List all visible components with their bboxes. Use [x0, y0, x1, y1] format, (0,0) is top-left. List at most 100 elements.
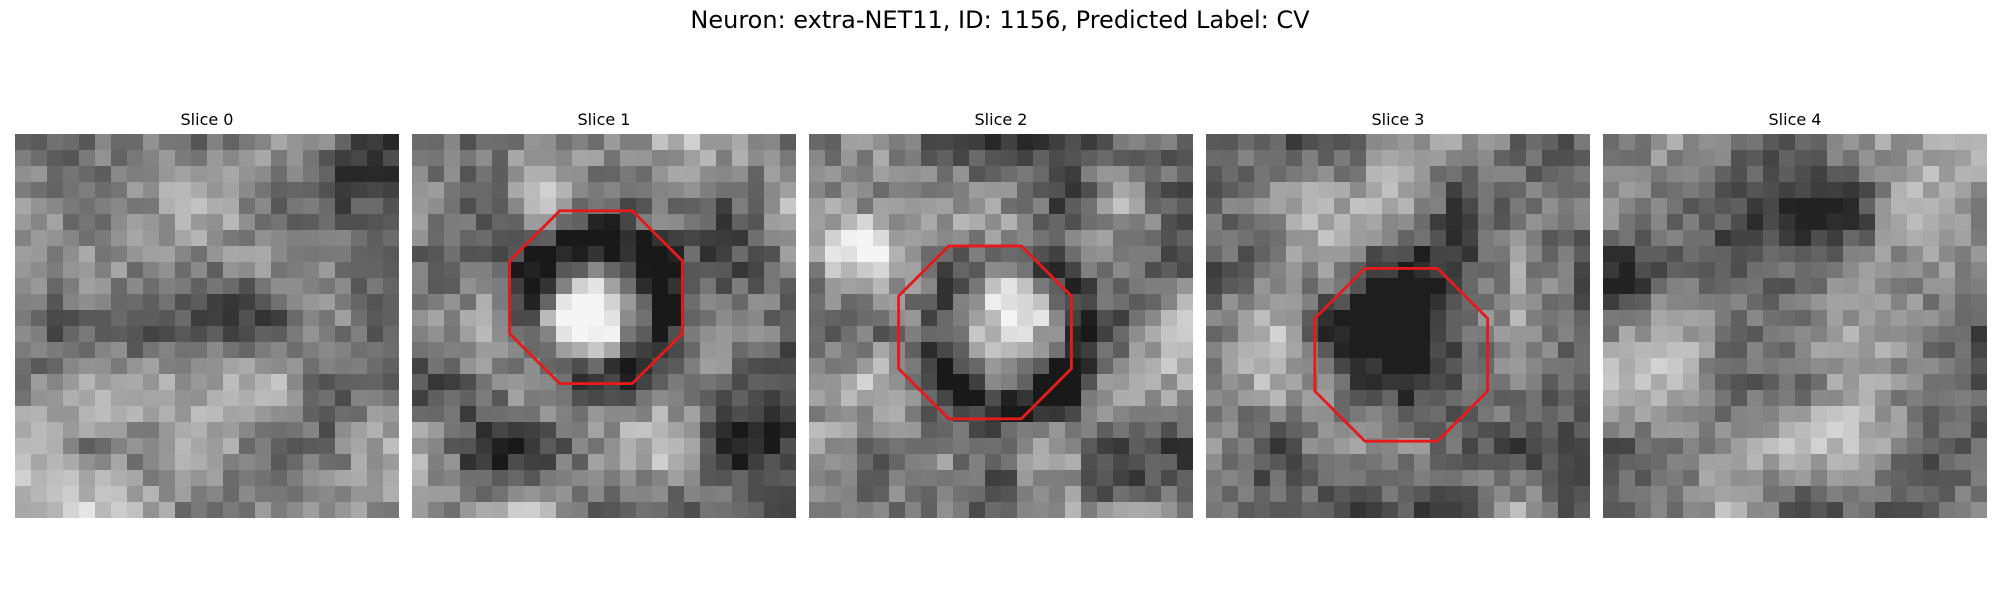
pixel	[937, 278, 954, 295]
pixel	[1859, 406, 1876, 423]
pixel	[15, 438, 32, 455]
pixel	[1574, 502, 1590, 518]
pixel	[1430, 278, 1447, 295]
pixel	[636, 166, 653, 183]
pixel	[1955, 294, 1972, 311]
pixel	[412, 310, 429, 327]
pixel	[271, 294, 288, 311]
pixel	[1542, 454, 1559, 471]
pixel	[428, 358, 445, 375]
pixel	[1731, 486, 1748, 503]
pixel	[1715, 182, 1732, 199]
pixel	[1097, 150, 1114, 167]
pixel	[1542, 166, 1559, 183]
pixel	[953, 246, 970, 263]
pixel	[1923, 342, 1940, 359]
pixel	[1382, 166, 1399, 183]
pixel	[1430, 214, 1447, 231]
pixel	[1558, 438, 1575, 455]
pixel	[716, 406, 733, 423]
pixel	[143, 294, 160, 311]
pixel	[159, 182, 176, 199]
pixel	[809, 198, 826, 215]
pixel	[31, 166, 48, 183]
pixel	[1081, 502, 1098, 518]
pixel	[428, 502, 445, 518]
pixel	[15, 214, 32, 231]
pixel	[351, 166, 368, 183]
pixel	[1859, 470, 1876, 487]
pixel	[1779, 150, 1796, 167]
pixel	[492, 166, 509, 183]
pixel	[1699, 246, 1716, 263]
pixel	[1875, 502, 1892, 518]
pixel	[1382, 454, 1399, 471]
pixel	[1923, 374, 1940, 391]
pixel	[1603, 246, 1620, 263]
pixel	[476, 262, 493, 279]
pixel	[1430, 310, 1447, 327]
pixel	[1398, 470, 1415, 487]
pixel	[1811, 214, 1828, 231]
pixel	[1923, 134, 1940, 151]
pixel	[953, 358, 970, 375]
pixel	[1923, 198, 1940, 215]
pixel	[921, 166, 938, 183]
pixel	[764, 486, 781, 503]
pixel	[1350, 358, 1367, 375]
pixel	[303, 230, 320, 247]
pixel	[1238, 214, 1255, 231]
pixel	[1254, 310, 1271, 327]
pixel	[31, 390, 48, 407]
pixel	[780, 278, 796, 295]
pixel	[175, 454, 192, 471]
pixel	[556, 502, 573, 518]
pixel	[1318, 262, 1335, 279]
pixel	[444, 470, 461, 487]
pixel	[1478, 262, 1495, 279]
pixel	[620, 230, 637, 247]
pixel	[1049, 294, 1066, 311]
pixel	[476, 342, 493, 359]
pixel	[748, 214, 765, 231]
pixel	[1542, 230, 1559, 247]
pixel	[476, 422, 493, 439]
pixel	[1366, 326, 1383, 343]
pixel	[1318, 134, 1335, 151]
pixel	[1177, 198, 1193, 215]
pixel	[191, 278, 208, 295]
pixel	[1206, 438, 1223, 455]
pixel	[1270, 150, 1287, 167]
pixel	[1145, 438, 1162, 455]
pixel	[1574, 262, 1590, 279]
pixel	[207, 262, 224, 279]
pixel	[1081, 438, 1098, 455]
pixel	[905, 134, 922, 151]
pixel	[1955, 502, 1972, 518]
pixel	[351, 358, 368, 375]
pixel	[1033, 214, 1050, 231]
pixel	[1222, 326, 1239, 343]
pixel	[1462, 406, 1479, 423]
pixel	[732, 150, 749, 167]
pixel	[921, 230, 938, 247]
pixel	[1366, 230, 1383, 247]
pixel	[143, 406, 160, 423]
pixel	[319, 166, 336, 183]
pixel	[159, 278, 176, 295]
pixel	[367, 278, 384, 295]
pixel	[1907, 134, 1924, 151]
pixel	[1494, 502, 1511, 518]
pixel	[1683, 390, 1700, 407]
pixel	[1683, 214, 1700, 231]
pixel	[335, 390, 352, 407]
pixel	[1811, 438, 1828, 455]
pixel	[1619, 150, 1636, 167]
pixel	[1145, 358, 1162, 375]
pixel	[460, 278, 477, 295]
pixel	[1542, 422, 1559, 439]
pixel	[1667, 486, 1684, 503]
pixel	[780, 502, 796, 518]
pixel	[764, 326, 781, 343]
pixel	[905, 214, 922, 231]
